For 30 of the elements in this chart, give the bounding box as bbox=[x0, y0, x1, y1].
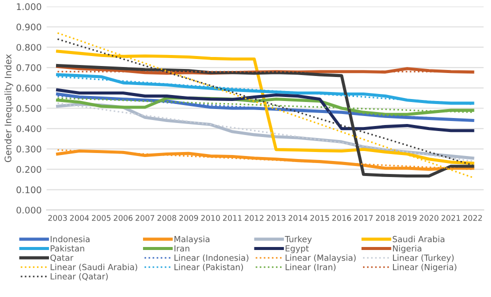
legend-label: Egypt bbox=[286, 245, 309, 254]
y-tick-label: 0.000 bbox=[16, 206, 42, 214]
y-tick-label: 0.100 bbox=[16, 186, 42, 194]
legend-label: Turkey bbox=[284, 236, 312, 244]
legend-label: Linear (Pakistan) bbox=[174, 264, 243, 272]
y-tick-label: 0.800 bbox=[16, 44, 42, 51]
legend-label: Qatar bbox=[50, 254, 74, 262]
legend-label: Linear (Qatar) bbox=[50, 273, 108, 280]
y-axis-title: Gender Inequality Index bbox=[4, 54, 14, 162]
legend-label: Linear (Indonesia) bbox=[174, 254, 248, 262]
legend-label: Malaysia bbox=[174, 236, 210, 244]
legend-label: Indonesia bbox=[50, 236, 90, 242]
y-tick-label: 0.300 bbox=[16, 146, 42, 153]
legend-label: Pakistan bbox=[50, 245, 84, 252]
y-tick-label: 1.000 bbox=[16, 3, 42, 10]
y-tick-label: 0.700 bbox=[16, 64, 42, 72]
legend-label: Iran bbox=[174, 245, 190, 252]
legend-label: Linear (Iran) bbox=[286, 264, 336, 272]
legend-label: Linear (Turkey) bbox=[393, 254, 454, 262]
legend-label: Linear (Saudi Arabia) bbox=[50, 264, 138, 272]
legend-label: Linear (Nigeria) bbox=[393, 264, 456, 272]
y-tick-label: 0.600 bbox=[16, 84, 42, 92]
legend-label: Nigeria bbox=[393, 245, 422, 254]
y-tick-label: 0.200 bbox=[16, 166, 42, 173]
y-tick-label: 0.900 bbox=[16, 24, 42, 30]
legend-label: Linear (Malaysia) bbox=[286, 254, 356, 262]
y-tick-label: 0.400 bbox=[16, 125, 42, 132]
line-series bbox=[56, 88, 474, 132]
legend-label: Saudi Arabia bbox=[392, 236, 444, 242]
y-tick-label: 0.500 bbox=[16, 104, 42, 112]
